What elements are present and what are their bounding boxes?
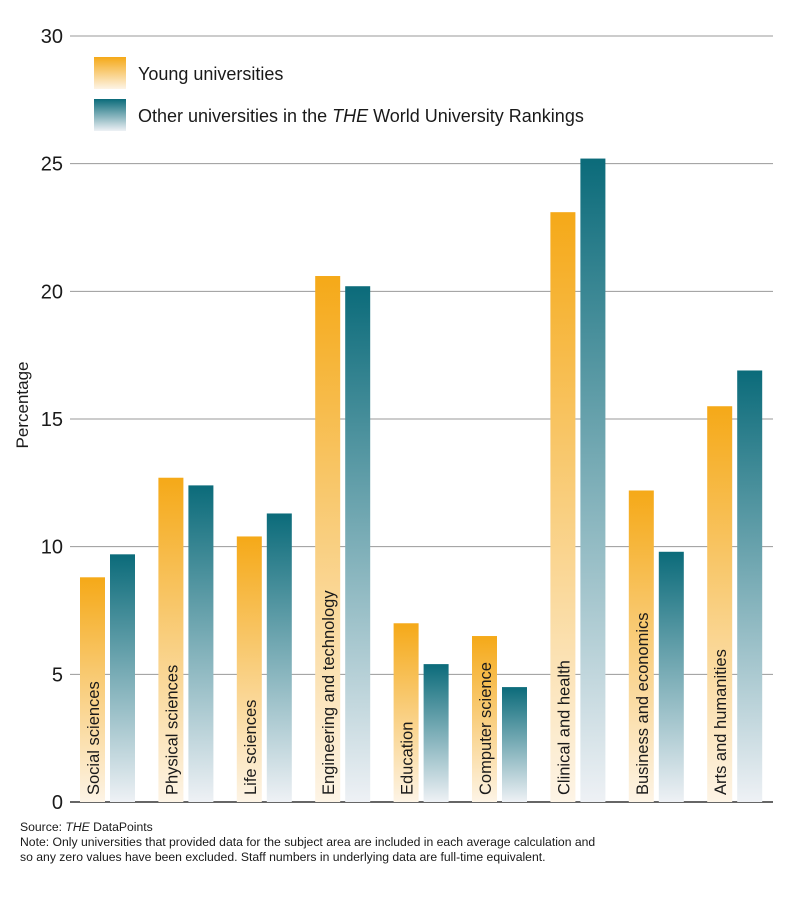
note-line-2: so any zero values have been excluded. S… [20, 850, 770, 865]
category-label: Computer science [477, 662, 495, 795]
category-label: Arts and humanities [712, 649, 730, 795]
bar-other [659, 552, 684, 802]
category-label: Engineering and technology [320, 590, 338, 795]
bar-other [110, 554, 135, 802]
legend-swatch-other [94, 99, 126, 131]
chart-notes: Source: THE DataPoints Note: Only univer… [20, 820, 770, 865]
legend: Young universities Other universities in… [94, 57, 584, 131]
y-tick-label: 15 [41, 409, 63, 431]
bar-chart: 0 5 10 15 20 25 30 Percentage Social sciences P… [0, 0, 785, 815]
source-line: Source: THE DataPoints [20, 820, 770, 835]
y-tick-label: 0 [52, 792, 63, 814]
category-label: Education [399, 722, 417, 795]
y-tick-label: 25 [41, 154, 63, 176]
category-label: Social sciences [85, 681, 103, 795]
y-axis-label: Percentage [13, 362, 32, 449]
bar-other [188, 485, 213, 802]
y-tick-label: 20 [41, 281, 63, 303]
category-label: Physical sciences [163, 665, 181, 795]
category-label: Business and economics [634, 612, 652, 795]
y-tick-label: 30 [41, 26, 63, 48]
bar-other [267, 513, 292, 802]
bar-other [737, 370, 762, 802]
bar-other [424, 664, 449, 802]
note-line-1: Note: Only universities that provided da… [20, 835, 770, 850]
bar-other [580, 159, 605, 802]
y-tick-label: 10 [41, 537, 63, 559]
category-label: Life sciences [242, 700, 260, 795]
bars [80, 159, 762, 802]
y-tick-label: 5 [52, 664, 63, 686]
y-axis-ticks: 0 5 10 15 20 25 30 [41, 26, 63, 814]
category-label: Clinical and health [555, 660, 573, 795]
bar-other [345, 286, 370, 802]
legend-label-other: Other universities in the THE World Univ… [138, 106, 584, 126]
legend-swatch-young [94, 57, 126, 89]
legend-label-young: Young universities [138, 64, 283, 84]
bar-other [502, 687, 527, 802]
